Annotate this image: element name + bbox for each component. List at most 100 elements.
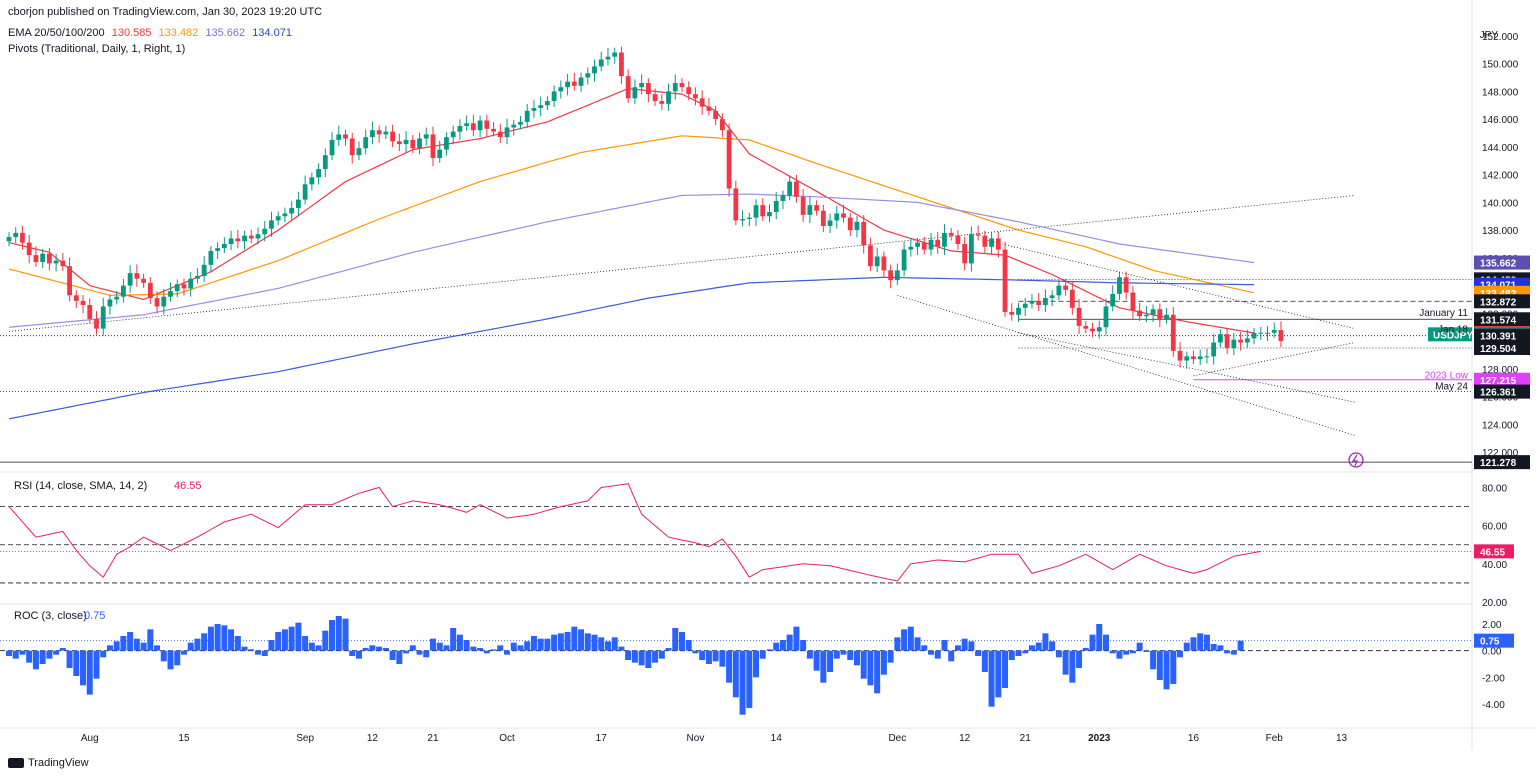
pivots-legend[interactable]: Pivots (Traditional, Daily, 1, Right, 1) [8,43,186,55]
tradingview-logo[interactable]: TradingView [8,757,89,769]
candle-body [1191,356,1196,360]
candle-body [174,284,180,292]
roc-bar [59,648,66,651]
candle [773,192,779,220]
roc-bar [1035,642,1042,651]
candle-body [794,181,799,197]
candle [571,72,577,91]
candle-body [780,195,786,201]
candle-body [1177,350,1183,361]
candle-body [868,245,873,267]
time-tick-label: Sep [296,733,314,744]
candle [511,119,517,136]
roc-bar [113,641,120,651]
candle [100,297,106,336]
roc-bar [1089,634,1096,651]
candle [592,59,597,82]
candle [625,69,631,104]
roc-bar [154,645,161,651]
roc-bar [100,650,107,658]
roc-bar [1190,637,1197,651]
candle [195,268,200,284]
lower-channel-line [897,294,1356,436]
candle [1184,351,1190,369]
candle [1123,271,1129,300]
roc-bar [19,650,26,655]
roc-bar [174,650,181,666]
roc-bar [961,638,968,651]
roc-bar [315,645,322,651]
price-label-bg [1474,328,1530,343]
candle-body [612,52,618,57]
candle-body [699,98,705,107]
candle-body [1096,327,1102,332]
roc-bar [335,616,342,651]
publisher-line: cborjon published on TradingView.com, Ja… [8,6,323,18]
candle [1157,303,1163,328]
candle-body [309,177,315,185]
candle [726,123,732,197]
time-tick-label: 14 [771,733,783,744]
candle-body [1184,356,1190,361]
ema-legend[interactable]: EMA 20/50/100/200 130.585 133.482 135.66… [8,27,296,39]
roc-bar [1076,650,1083,668]
candle [948,228,954,241]
candle [450,125,456,145]
candle-body [672,83,678,92]
candle-body [524,110,530,122]
roc-bar [160,650,167,662]
roc-bar [1028,645,1035,651]
candle-body [363,137,369,149]
candle [396,133,402,152]
price-label-bg [1474,294,1530,309]
rsi-value-tag-bg [1474,544,1514,559]
candle [316,163,321,185]
candle-body [6,237,12,242]
candle [746,212,752,227]
candle-body [235,238,241,242]
roc-bar [1109,650,1116,654]
roc-bar [853,650,860,666]
candle-body [423,134,429,139]
roc-bar [874,650,881,694]
candle [1211,333,1217,365]
candle-body [773,200,779,213]
roc-bar [241,646,248,651]
candle-body [659,101,665,104]
roc-bar [551,634,558,651]
candle [545,96,550,111]
candle-body [1009,311,1015,315]
candle [699,90,705,115]
roc-bar [93,650,100,679]
roc-bar [201,633,208,651]
roc-bar [1177,650,1184,658]
candle [390,124,396,148]
roc-bar [26,650,33,663]
roc-bar [1163,650,1170,690]
candle-body [134,273,140,279]
candle [1029,294,1035,309]
tradingview-logo-icon [8,758,24,768]
candle-body [1063,285,1069,290]
candle [847,212,853,237]
price-label-bg [1474,341,1530,356]
roc-bar [840,650,847,655]
candle [1238,331,1243,351]
candle-body [861,221,867,246]
candle [787,175,793,201]
roc-bar [894,637,901,651]
time-tick-label: 13 [1336,733,1348,744]
candle [935,232,941,254]
candle [282,207,288,223]
roc-bar [820,650,827,683]
candle-body [141,278,146,283]
roc-bar [901,629,908,651]
candle [221,237,227,254]
rsi-title: RSI (14, close, SMA, 14, 2) [14,480,147,492]
candle-body [1002,249,1008,312]
candle [1103,298,1109,336]
candle-body [820,210,826,226]
candle [1049,290,1055,307]
roc-bar [127,632,134,651]
